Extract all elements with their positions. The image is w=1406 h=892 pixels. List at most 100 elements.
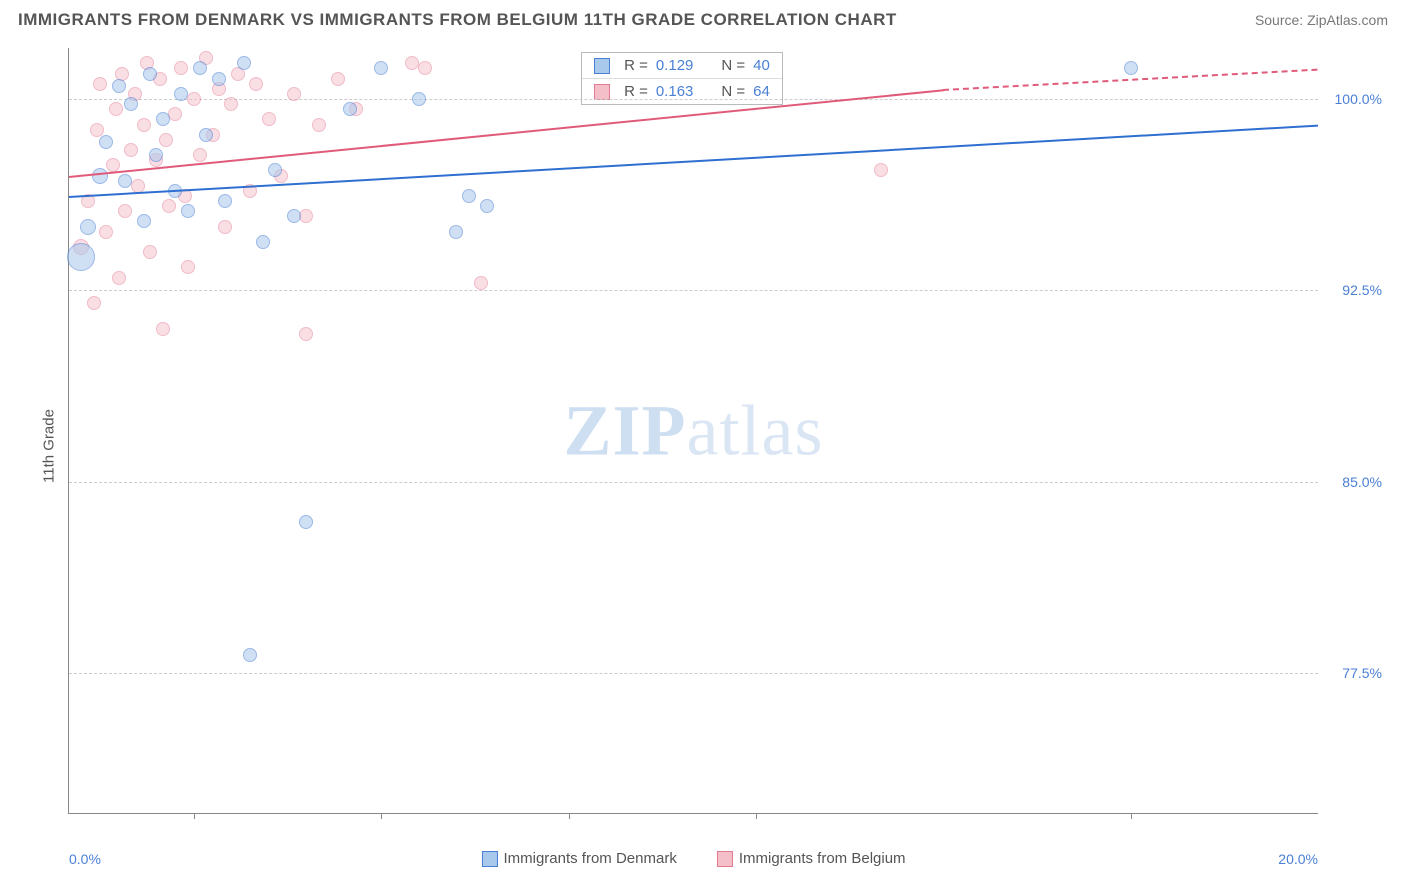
scatter-point [243, 648, 257, 662]
scatter-point [237, 56, 251, 70]
r-value: 0.129 [656, 57, 694, 74]
source-label: Source: ZipAtlas.com [1255, 12, 1388, 28]
scatter-point [162, 199, 176, 213]
scatter-point [256, 235, 270, 249]
scatter-point [268, 163, 282, 177]
y-tick-label: 77.5% [1342, 665, 1382, 681]
legend-swatch [594, 58, 610, 74]
scatter-point [149, 148, 163, 162]
r-value: 0.163 [656, 83, 694, 100]
scatter-point [299, 327, 313, 341]
y-axis-label: 11th Grade [40, 409, 57, 483]
scatter-point [156, 112, 170, 126]
scatter-point [218, 194, 232, 208]
scatter-point [418, 61, 432, 75]
scatter-point [299, 209, 313, 223]
x-tick [569, 813, 570, 819]
y-tick-label: 92.5% [1342, 282, 1382, 298]
scatter-point [67, 243, 95, 271]
scatter-point [480, 199, 494, 213]
scatter-point [299, 515, 313, 529]
scatter-point [137, 214, 151, 228]
scatter-point [131, 179, 145, 193]
scatter-point [331, 72, 345, 86]
chart-container: 11th Grade ZIPatlas R = 0.129N = 40R = 0… [18, 48, 1388, 844]
scatter-point [87, 296, 101, 310]
scatter-point [262, 112, 276, 126]
scatter-point [181, 260, 195, 274]
scatter-point [874, 163, 888, 177]
scatter-point [118, 204, 132, 218]
scatter-point [187, 92, 201, 106]
legend-item: Immigrants from Belgium [717, 850, 906, 867]
scatter-point [174, 87, 188, 101]
scatter-point [224, 97, 238, 111]
series-legend: Immigrants from Denmark Immigrants from B… [481, 850, 905, 867]
watermark: ZIPatlas [564, 389, 824, 472]
scatter-point [168, 107, 182, 121]
scatter-point [80, 219, 96, 235]
scatter-point [474, 276, 488, 290]
plot-area: ZIPatlas R = 0.129N = 40R = 0.163N = 64 … [68, 48, 1318, 814]
scatter-point [412, 92, 426, 106]
legend-item: Immigrants from Denmark [481, 850, 676, 867]
scatter-point [181, 204, 195, 218]
scatter-point [112, 79, 126, 93]
scatter-point [343, 102, 357, 116]
scatter-point [312, 118, 326, 132]
scatter-point [124, 143, 138, 157]
x-tick [194, 813, 195, 819]
scatter-point [159, 133, 173, 147]
chart-title: IMMIGRANTS FROM DENMARK VS IMMIGRANTS FR… [18, 10, 897, 30]
correlation-legend: R = 0.129 N = 40 R = 0.163 N = 64 [581, 52, 783, 105]
n-label: N = [721, 83, 745, 100]
scatter-point [99, 135, 113, 149]
r-label: R = [624, 57, 648, 74]
scatter-point [143, 67, 157, 81]
scatter-point [118, 174, 132, 188]
scatter-point [199, 128, 213, 142]
scatter-point [374, 61, 388, 75]
scatter-point [249, 77, 263, 91]
scatter-point [218, 220, 232, 234]
scatter-point [174, 61, 188, 75]
scatter-point [143, 245, 157, 259]
x-tick [756, 813, 757, 819]
gridline [69, 99, 1318, 100]
scatter-point [156, 322, 170, 336]
x-max-label: 20.0% [1278, 851, 1318, 867]
legend-swatch [594, 84, 610, 100]
legend-swatch [481, 851, 497, 867]
x-min-label: 0.0% [69, 851, 101, 867]
scatter-point [212, 72, 226, 86]
y-tick-label: 100.0% [1335, 91, 1382, 107]
scatter-point [462, 189, 476, 203]
scatter-point [193, 61, 207, 75]
scatter-point [112, 271, 126, 285]
y-tick-label: 85.0% [1342, 474, 1382, 490]
scatter-point [287, 209, 301, 223]
x-tick [381, 813, 382, 819]
scatter-point [449, 225, 463, 239]
correlation-row: R = 0.163 N = 64 [582, 78, 782, 104]
scatter-point [109, 102, 123, 116]
gridline [69, 673, 1318, 674]
scatter-point [124, 97, 138, 111]
trend-line [69, 124, 1318, 197]
gridline [69, 482, 1318, 483]
scatter-point [93, 77, 107, 91]
n-label: N = [721, 57, 745, 74]
scatter-point [90, 123, 104, 137]
scatter-point [137, 118, 151, 132]
r-label: R = [624, 83, 648, 100]
n-value: 64 [753, 83, 770, 100]
scatter-point [92, 168, 108, 184]
scatter-point [99, 225, 113, 239]
scatter-point [1124, 61, 1138, 75]
correlation-row: R = 0.129 N = 40 [582, 53, 782, 78]
gridline [69, 290, 1318, 291]
n-value: 40 [753, 57, 770, 74]
scatter-point [193, 148, 207, 162]
scatter-point [287, 87, 301, 101]
x-tick [1131, 813, 1132, 819]
